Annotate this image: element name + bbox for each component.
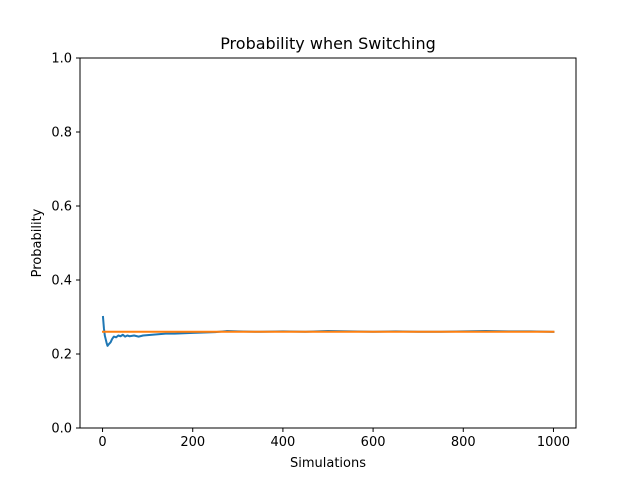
axes-frame — [79, 57, 577, 429]
x-axis-label: Simulations — [290, 456, 366, 471]
x-tick-label: 800 — [451, 435, 476, 450]
y-tick-label: 0.2 — [51, 348, 72, 363]
y-axis-ticks: 0.0 0.2 0.4 0.6 0.8 1.0 — [51, 52, 80, 437]
y-tick-label: 1.0 — [51, 52, 72, 67]
axes-layer — [79, 57, 577, 429]
series-layer — [101, 315, 555, 347]
y-tick-label: 0.6 — [51, 200, 72, 215]
plot-area — [80, 58, 576, 428]
x-tick-label: 0 — [98, 435, 106, 450]
y-axis-label: Probability — [30, 208, 45, 277]
y-tick-label: 0.4 — [51, 274, 72, 289]
y-tick-label: 0.8 — [51, 126, 72, 141]
x-tick-label: 200 — [180, 435, 205, 450]
chart-title: Probability when Switching — [220, 34, 436, 53]
x-tick-label: 400 — [270, 435, 295, 450]
x-axis-ticks: 0 200 400 600 800 1000 — [98, 428, 570, 450]
y-tick-label: 0.0 — [51, 422, 72, 437]
x-tick-label: 600 — [361, 435, 386, 450]
x-tick-label: 1000 — [537, 435, 570, 450]
